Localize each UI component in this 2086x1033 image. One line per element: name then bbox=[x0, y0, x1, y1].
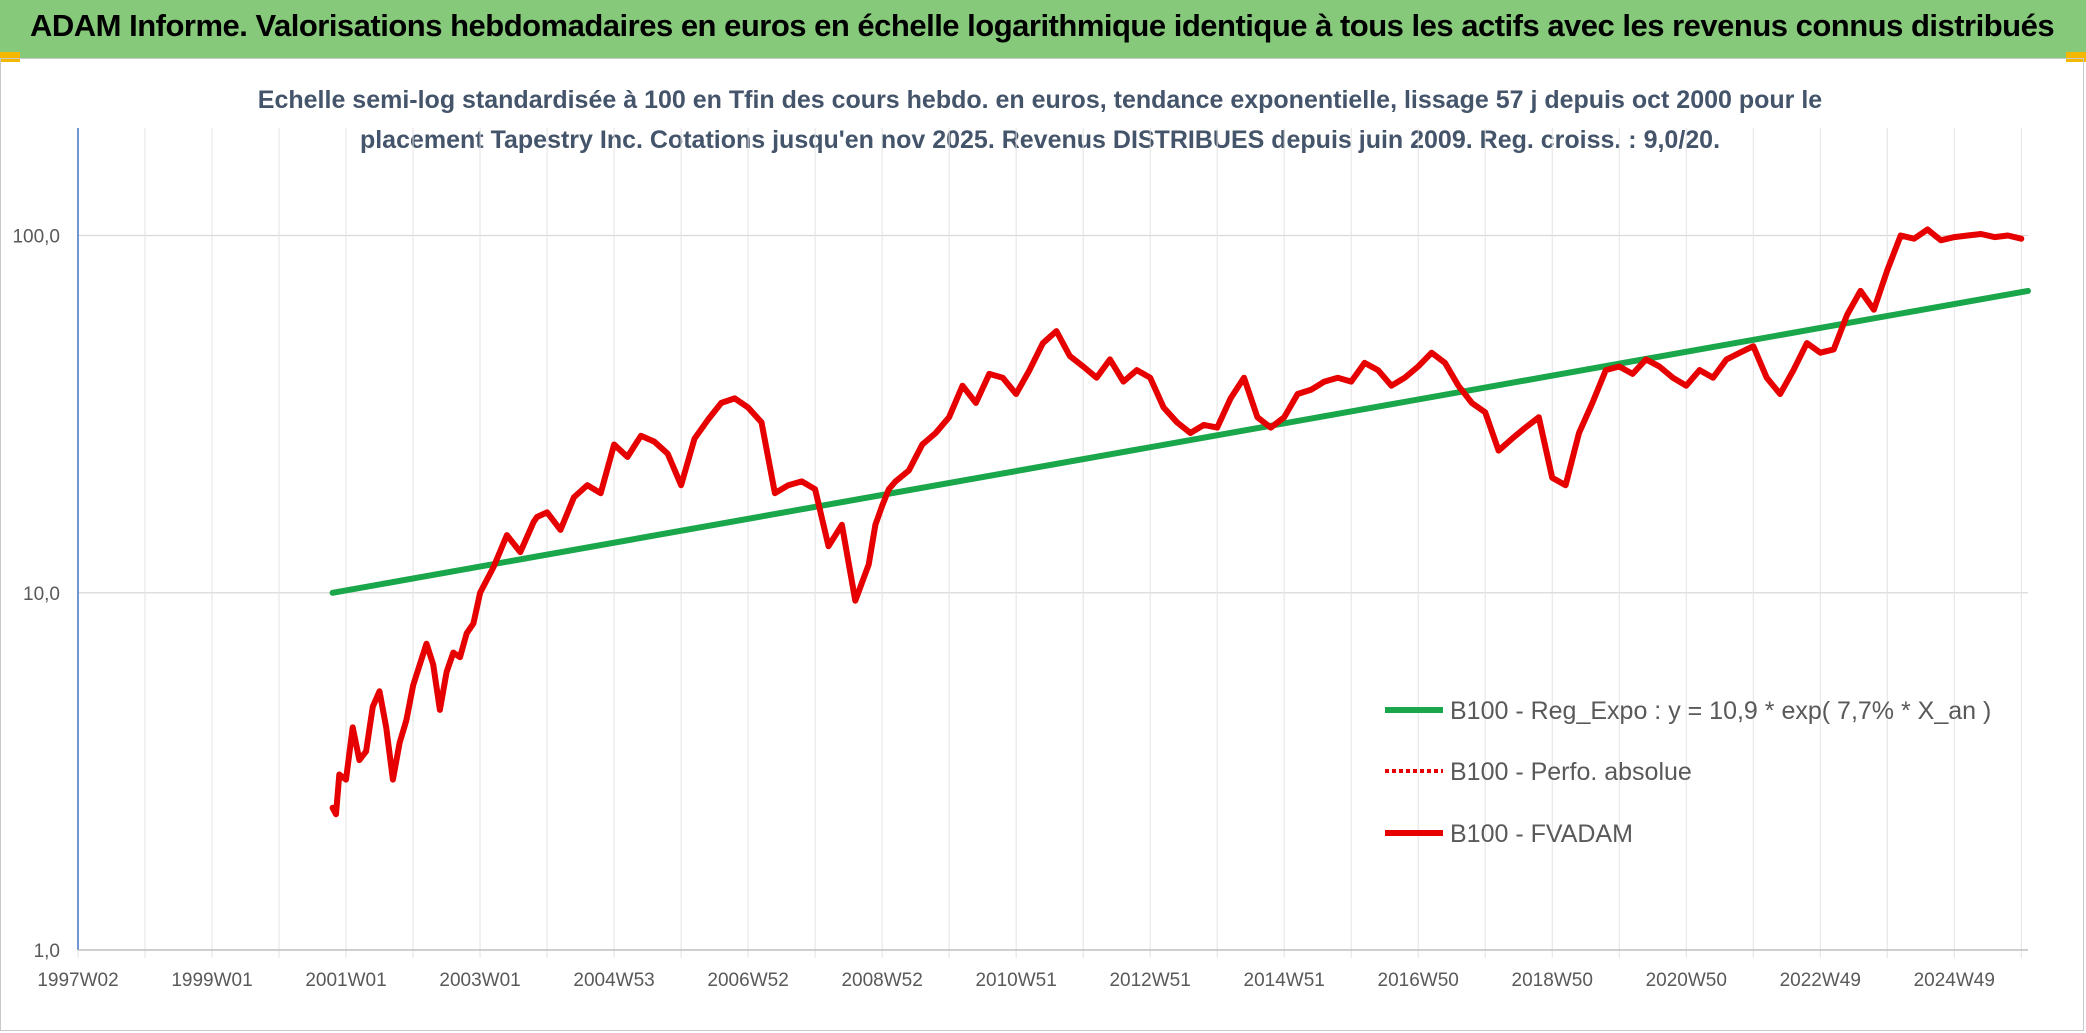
x-tick-label: 2001W01 bbox=[305, 970, 386, 991]
x-tick-label: 2018W50 bbox=[1512, 970, 1593, 991]
x-axis-labels: 1997W02 1999W01 2001W01 2003W01 2004W53 2006W… bbox=[37, 970, 1995, 991]
x-tick-label: 2020W50 bbox=[1646, 970, 1727, 991]
y-tick-label: 10,0 bbox=[23, 584, 60, 605]
x-tick-label: 2006W52 bbox=[707, 970, 788, 991]
y-tick-label: 1,0 bbox=[34, 941, 60, 962]
series-line-2 bbox=[329, 226, 2025, 818]
legend-label-perfo-absolue: B100 - Perfo. absolue bbox=[1450, 758, 1692, 786]
x-tick-label: 2003W01 bbox=[439, 970, 520, 991]
x-tick-label: 2004W53 bbox=[573, 970, 654, 991]
x-tick-label: 2010W51 bbox=[975, 970, 1056, 991]
legend-item-reg-expo: B100 - Reg_Expo : y = 10,9 * exp( 7,7% *… bbox=[1385, 697, 1991, 725]
legend-item-perfo-absolue: B100 - Perfo. absolue bbox=[1385, 758, 1692, 786]
x-tick-label: 1997W02 bbox=[37, 970, 118, 991]
x-tick-label: 1999W01 bbox=[171, 970, 252, 991]
page-title: ADAM Informe. Valorisations hebdomadaire… bbox=[30, 8, 2055, 43]
chart-frame bbox=[0, 58, 2084, 1031]
series-line-0 bbox=[329, 287, 2031, 596]
legend: B100 - Reg_Expo : y = 10,9 * exp( 7,7% *… bbox=[1385, 697, 1991, 848]
legend-item-fvadam: B100 - FVADAM bbox=[1385, 820, 1633, 848]
chart-area: Echelle semi-log standardisée à 100 en T… bbox=[12, 86, 2031, 991]
legend-label-reg-expo: B100 - Reg_Expo : y = 10,9 * exp( 7,7% *… bbox=[1450, 697, 1991, 725]
x-tick-label: 2024W49 bbox=[1914, 970, 1995, 991]
x-tick-label: 2022W49 bbox=[1780, 970, 1861, 991]
gridlines bbox=[77, 128, 2028, 958]
corner-marker-right bbox=[2066, 52, 2086, 62]
x-tick-label: 2016W50 bbox=[1378, 970, 1459, 991]
chart-title-line-1: Echelle semi-log standardisée à 100 en T… bbox=[258, 86, 1823, 114]
x-tick-label: 2008W52 bbox=[841, 970, 922, 991]
chart-title-line-2: placement Tapestry Inc. Cotations jusqu'… bbox=[360, 126, 1720, 154]
y-axis-labels: 1,0 10,0 100,0 bbox=[12, 227, 60, 962]
x-tick-label: 2012W51 bbox=[1109, 970, 1190, 991]
series-lines bbox=[329, 226, 2031, 818]
x-tick-label: 2014W51 bbox=[1244, 970, 1325, 991]
header-banner: ADAM Informe. Valorisations hebdomadaire… bbox=[0, 0, 2086, 58]
y-tick-label: 100,0 bbox=[12, 227, 60, 248]
legend-label-fvadam: B100 - FVADAM bbox=[1450, 820, 1633, 848]
corner-marker-left bbox=[0, 52, 20, 62]
